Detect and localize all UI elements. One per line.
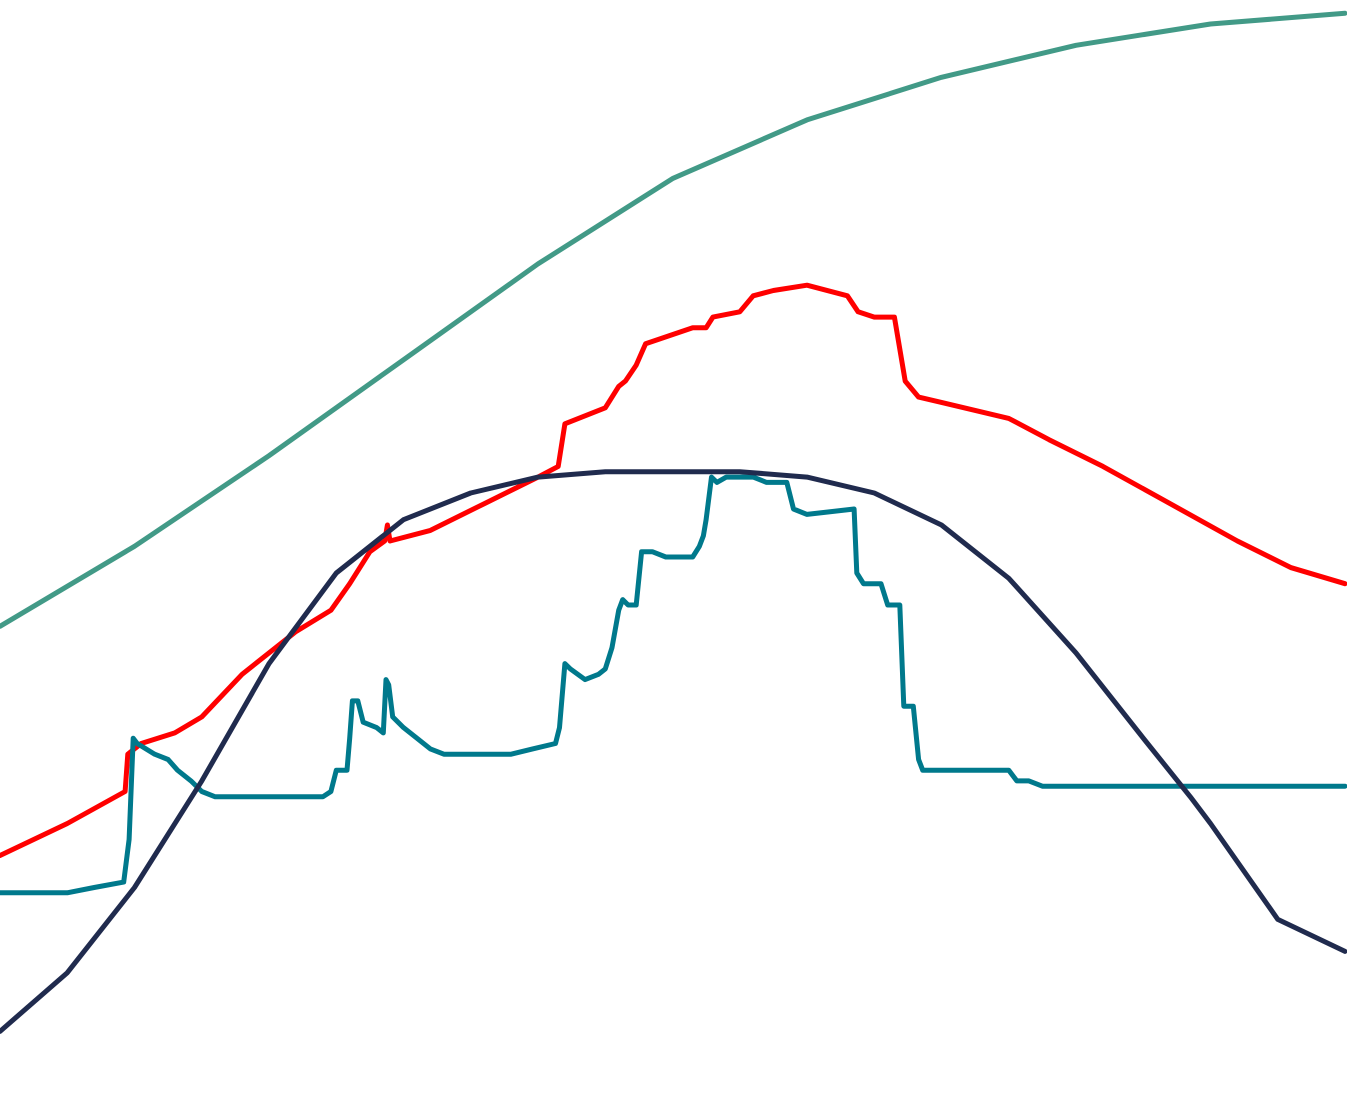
series-line-navy	[0, 469, 1347, 1034]
series-layer	[0, 10, 1347, 1034]
series-line-teal-green	[0, 10, 1347, 629]
series-line-red	[0, 282, 1347, 858]
series-line-teal	[0, 474, 1347, 896]
